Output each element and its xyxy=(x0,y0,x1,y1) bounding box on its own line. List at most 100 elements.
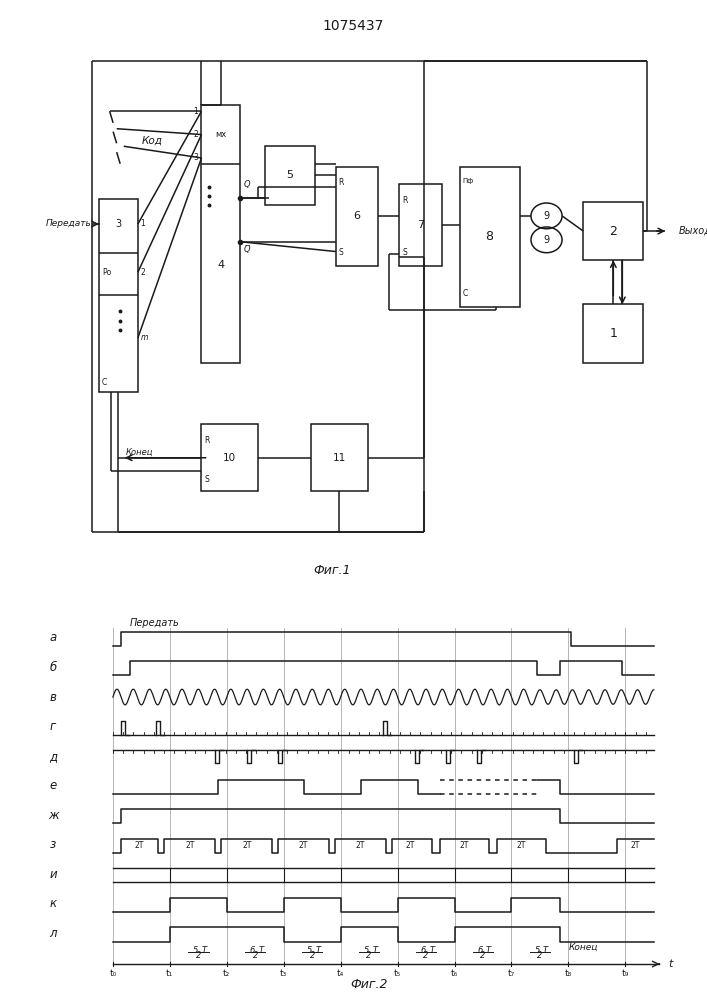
Text: 2: 2 xyxy=(196,951,201,960)
Bar xyxy=(336,167,378,266)
Text: ж: ж xyxy=(48,809,59,822)
Text: Передать: Передать xyxy=(130,618,180,628)
Text: в: в xyxy=(49,691,57,704)
Text: 11: 11 xyxy=(333,453,346,463)
Text: и: и xyxy=(49,868,57,881)
Text: Конец: Конец xyxy=(568,943,597,952)
Text: Пф: Пф xyxy=(462,178,474,184)
Text: S: S xyxy=(339,248,344,257)
Text: 5: 5 xyxy=(193,946,198,955)
Text: 6: 6 xyxy=(421,946,426,955)
Text: Передать: Передать xyxy=(46,219,92,228)
Text: 7: 7 xyxy=(417,220,424,230)
Text: 3: 3 xyxy=(115,219,122,229)
Text: Q̅: Q̅ xyxy=(244,245,250,254)
Text: мх: мх xyxy=(216,130,226,139)
Text: 2T: 2T xyxy=(460,841,469,850)
Text: 6: 6 xyxy=(354,211,361,221)
Text: Код: Код xyxy=(141,135,163,145)
Text: 2: 2 xyxy=(423,951,428,960)
Text: 3: 3 xyxy=(193,153,198,162)
Text: T: T xyxy=(315,946,320,955)
Text: t₅: t₅ xyxy=(394,969,401,978)
Bar xyxy=(99,199,138,392)
Text: S: S xyxy=(204,475,209,484)
Text: T: T xyxy=(486,946,491,955)
Text: б: б xyxy=(49,661,57,674)
Text: 5: 5 xyxy=(307,946,312,955)
Text: t₂: t₂ xyxy=(223,969,230,978)
Text: 2: 2 xyxy=(141,268,146,277)
Text: 5: 5 xyxy=(363,946,369,955)
Text: 2T: 2T xyxy=(631,841,640,850)
Text: T: T xyxy=(258,946,264,955)
Text: 6: 6 xyxy=(477,946,483,955)
Text: t₃: t₃ xyxy=(280,969,287,978)
Text: 2: 2 xyxy=(252,951,258,960)
Text: t₈: t₈ xyxy=(565,969,572,978)
Text: 2: 2 xyxy=(537,951,542,960)
Text: 2: 2 xyxy=(609,225,617,238)
Text: 9: 9 xyxy=(544,211,549,221)
Text: д: д xyxy=(49,750,57,763)
Text: 1: 1 xyxy=(193,107,198,116)
Bar xyxy=(201,105,240,363)
Text: Выход: Выход xyxy=(679,226,707,236)
Text: t₇: t₇ xyxy=(508,969,515,978)
Text: 2T: 2T xyxy=(299,841,308,850)
Text: T: T xyxy=(543,946,548,955)
Text: 5: 5 xyxy=(534,946,539,955)
Text: 8: 8 xyxy=(486,230,493,243)
Text: R: R xyxy=(402,196,408,205)
Bar xyxy=(583,202,643,260)
Text: Фиг.2: Фиг.2 xyxy=(351,978,388,991)
Text: 2: 2 xyxy=(310,951,315,960)
Text: 9: 9 xyxy=(544,235,549,245)
Text: 2T: 2T xyxy=(405,841,415,850)
Text: 1: 1 xyxy=(141,219,146,228)
Bar xyxy=(399,184,442,266)
Text: а: а xyxy=(49,631,57,644)
Text: t₆: t₆ xyxy=(451,969,458,978)
Text: Q: Q xyxy=(244,180,250,189)
Text: 2: 2 xyxy=(366,951,372,960)
Text: г: г xyxy=(50,720,56,733)
Text: t₄: t₄ xyxy=(337,969,344,978)
Text: R: R xyxy=(204,436,210,445)
Bar xyxy=(311,424,368,491)
Bar xyxy=(460,167,520,307)
Text: t: t xyxy=(668,959,672,969)
Bar xyxy=(201,424,258,491)
Text: з: з xyxy=(50,838,57,851)
Text: m: m xyxy=(141,333,148,342)
Text: л: л xyxy=(49,927,57,940)
Text: е: е xyxy=(49,779,57,792)
Text: t₉: t₉ xyxy=(621,969,629,978)
Text: T: T xyxy=(201,946,206,955)
Text: 2T: 2T xyxy=(185,841,194,850)
Text: R: R xyxy=(339,178,344,187)
Text: С: С xyxy=(462,289,467,298)
Text: 1075437: 1075437 xyxy=(323,19,384,33)
Text: 4: 4 xyxy=(217,260,225,270)
Bar xyxy=(265,146,315,205)
Text: 2: 2 xyxy=(193,130,198,139)
Text: 1: 1 xyxy=(609,327,617,340)
Text: С: С xyxy=(102,378,107,387)
Text: 2T: 2T xyxy=(135,841,144,850)
Text: 10: 10 xyxy=(223,453,236,463)
Text: 2T: 2T xyxy=(356,841,366,850)
Text: Ро: Ро xyxy=(103,268,112,277)
Bar xyxy=(583,304,643,363)
Text: 2T: 2T xyxy=(516,841,526,850)
Text: t₀: t₀ xyxy=(110,969,117,978)
Text: T: T xyxy=(429,946,434,955)
Text: S: S xyxy=(402,248,407,257)
Text: Фиг.1: Фиг.1 xyxy=(313,564,351,577)
Text: T: T xyxy=(373,946,378,955)
Text: к: к xyxy=(49,897,57,910)
Text: 6: 6 xyxy=(250,946,255,955)
Text: 5: 5 xyxy=(286,170,293,180)
Text: 2: 2 xyxy=(480,951,486,960)
Text: t₁: t₁ xyxy=(166,969,173,978)
